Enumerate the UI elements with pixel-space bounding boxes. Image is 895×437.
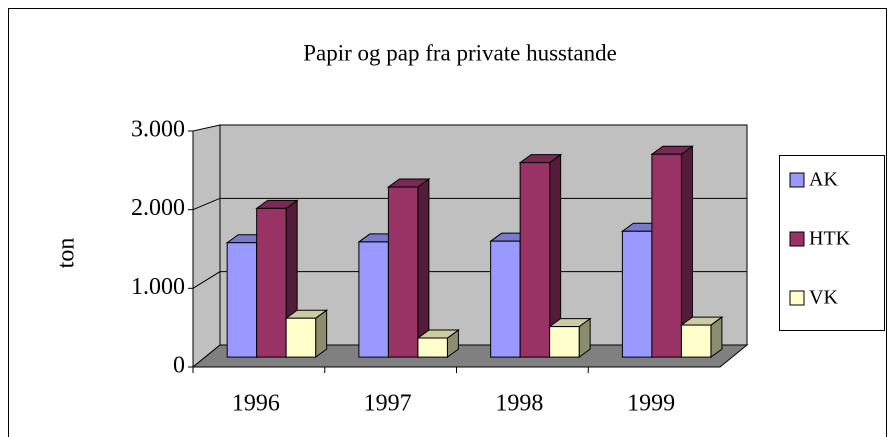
- legend-label: AK: [809, 169, 838, 191]
- grid-line: [192, 271, 747, 289]
- x-tick-label: 1996: [232, 391, 280, 417]
- legend-swatch: [789, 231, 805, 247]
- grid-line: [192, 197, 747, 211]
- chart-title: Papir og pap fra private husstande: [303, 40, 617, 65]
- bar: [519, 162, 551, 358]
- legend-swatch: [789, 290, 805, 306]
- bar: [226, 242, 258, 358]
- bar: [549, 326, 580, 358]
- bar: [621, 230, 653, 358]
- bar: [417, 337, 448, 358]
- left-wall: [192, 124, 221, 369]
- y-tick-label: 2.000: [131, 195, 185, 221]
- bar: [680, 324, 712, 358]
- y-tick-label: 0: [173, 353, 185, 379]
- bar: [651, 153, 682, 358]
- x-tick-label: 1997: [364, 391, 412, 417]
- bar: [256, 207, 287, 358]
- y-tick-label: 1.000: [131, 274, 185, 300]
- legend-swatch: [789, 172, 805, 188]
- bar: [387, 186, 419, 358]
- bar: [285, 317, 317, 358]
- x-tick-label: 1998: [495, 391, 543, 417]
- y-axis-title: ton: [54, 238, 80, 269]
- bar-side: [417, 178, 430, 359]
- x-tick-label: 1999: [627, 391, 675, 417]
- bar: [358, 241, 389, 358]
- y-tick-label: 3.000: [131, 117, 185, 143]
- legend-label: HTK: [809, 228, 851, 250]
- legend-label: VK: [809, 287, 838, 309]
- bar: [490, 240, 521, 358]
